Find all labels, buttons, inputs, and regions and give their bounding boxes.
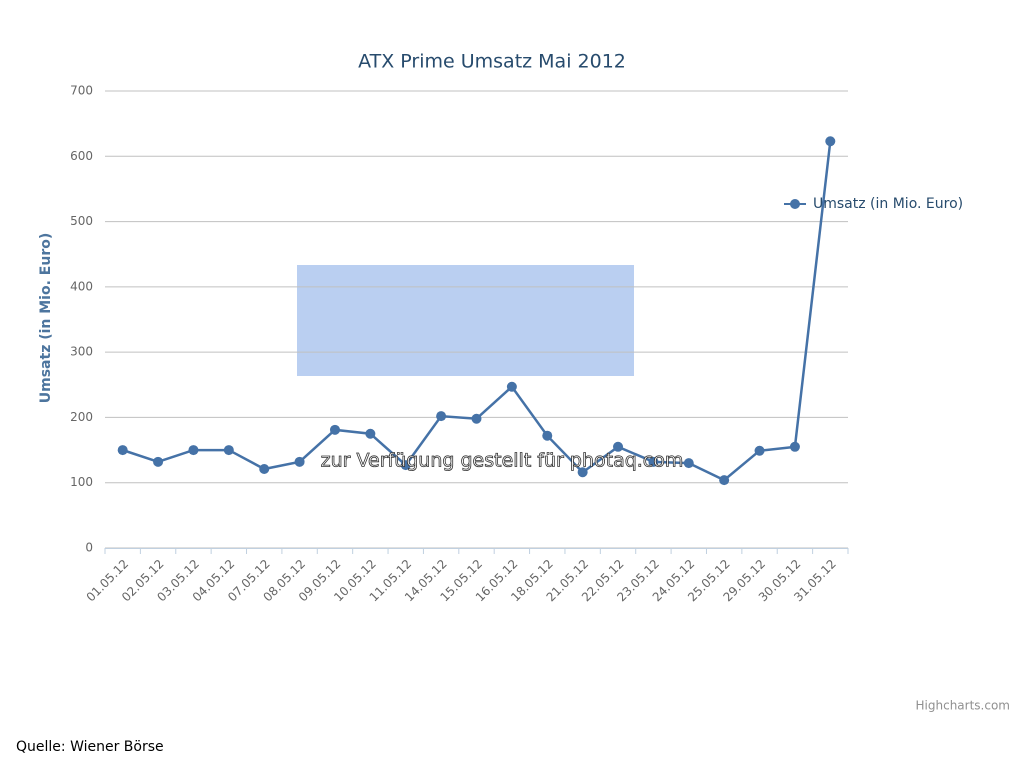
y-tick-label: 100 (70, 475, 93, 489)
data-point (683, 458, 694, 469)
y-tick-label: 600 (70, 149, 93, 163)
data-point (188, 445, 199, 456)
data-point (825, 136, 836, 147)
watermark-box (297, 265, 634, 376)
credits: Highcharts.com (916, 699, 1010, 713)
chart-title: ATX Prime Umsatz Mai 2012 (358, 51, 626, 73)
data-point (577, 467, 588, 478)
data-point (648, 456, 659, 467)
y-axis-title: Umsatz (in Mio. Euro) (38, 233, 54, 403)
data-point (153, 456, 164, 467)
source: Quelle: Wiener Börse (16, 739, 164, 755)
data-point (117, 445, 128, 456)
y-tick-label: 200 (70, 410, 93, 424)
data-point (400, 460, 411, 471)
y-tick-label: 300 (70, 345, 93, 359)
data-point (471, 413, 482, 424)
data-point (789, 441, 800, 452)
data-point (259, 464, 270, 475)
data-point (542, 430, 553, 441)
data-point (754, 445, 765, 456)
y-tick-label: 400 (70, 279, 93, 293)
data-point (294, 456, 305, 467)
data-point (365, 428, 376, 439)
data-point (506, 381, 517, 392)
legend-marker (790, 199, 800, 209)
data-point (329, 424, 340, 435)
data-point (613, 441, 624, 452)
watermark-text: zur Verfügung gestellt für photaq.com (321, 450, 684, 472)
y-tick-label: 500 (70, 214, 93, 228)
y-tick-label: 700 (70, 84, 93, 98)
data-point (436, 411, 447, 422)
data-point (223, 445, 234, 456)
data-point (719, 475, 730, 486)
legend-label[interactable]: Umsatz (in Mio. Euro) (813, 196, 963, 212)
y-tick-label: 0 (85, 541, 93, 555)
